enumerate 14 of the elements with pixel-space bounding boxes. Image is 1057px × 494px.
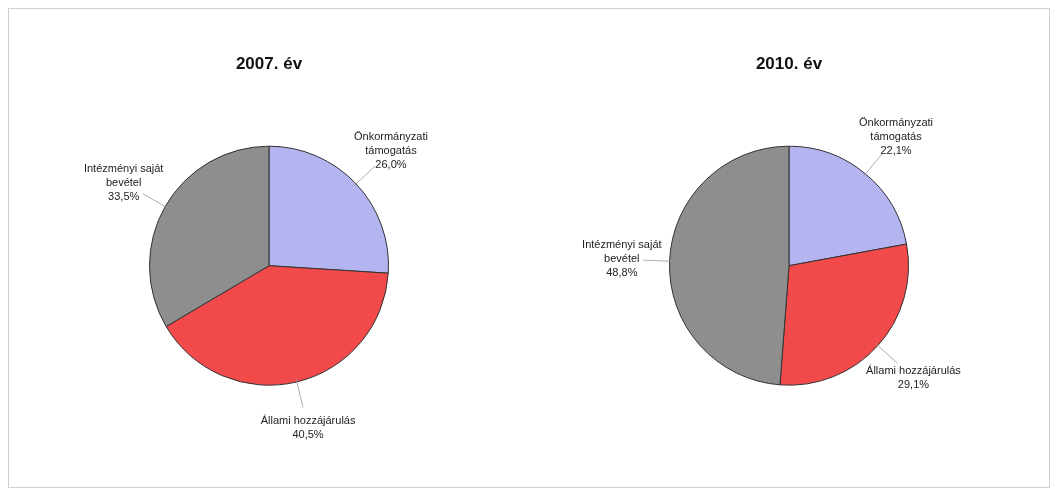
data-label: 48,8% bbox=[606, 266, 638, 279]
data-label: 26,0% bbox=[375, 158, 407, 171]
chart-title: 2010. év bbox=[755, 53, 823, 73]
slice-label: Intézményi saját bevétel bbox=[582, 238, 662, 265]
slice-label: Önkormányzati támogatás bbox=[859, 116, 934, 143]
data-label: 22,1% bbox=[880, 144, 912, 157]
slice-label: Önkormányzati támogatás bbox=[353, 130, 428, 157]
slice-label: Intézményi saját bevétel bbox=[83, 161, 164, 188]
chart-title: 2007. év bbox=[235, 53, 303, 73]
data-label: 29,1% bbox=[897, 377, 930, 390]
slice-label: Állami hozzájárulás bbox=[260, 414, 356, 427]
slice-label: Állami hozzájárulás bbox=[866, 363, 962, 376]
data-label: 33,5% bbox=[108, 189, 140, 202]
data-label: 40,5% bbox=[292, 428, 324, 441]
